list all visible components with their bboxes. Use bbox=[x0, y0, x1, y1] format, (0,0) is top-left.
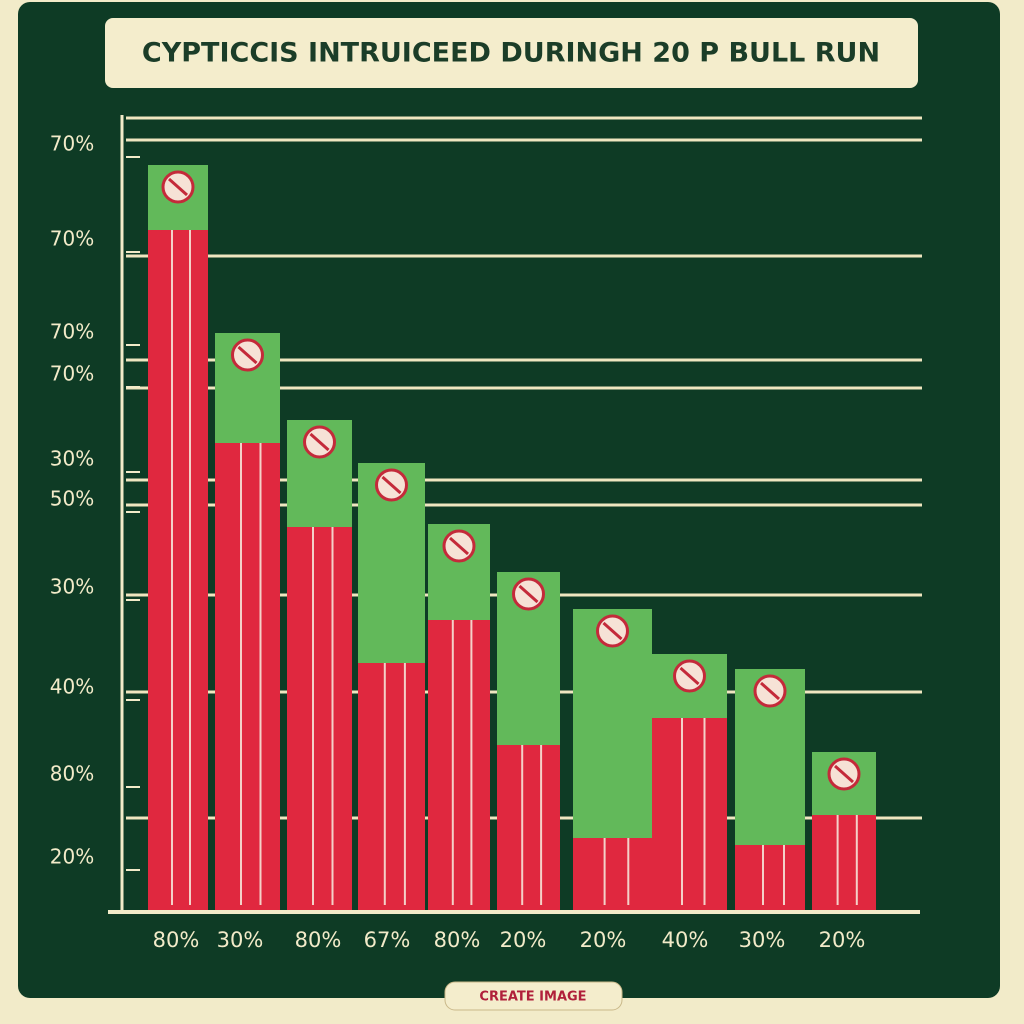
x-label: 20% bbox=[580, 928, 627, 952]
x-label: 80% bbox=[295, 928, 342, 952]
x-label: 30% bbox=[739, 928, 786, 952]
x-label: 40% bbox=[662, 928, 709, 952]
bar-red bbox=[497, 745, 560, 912]
y-label: 70% bbox=[50, 132, 94, 156]
y-label: 50% bbox=[50, 487, 94, 511]
bar-red bbox=[735, 845, 805, 912]
x-label: 20% bbox=[819, 928, 866, 952]
y-label: 40% bbox=[50, 675, 94, 699]
y-label: 20% bbox=[50, 845, 94, 869]
y-label: 70% bbox=[50, 227, 94, 251]
bar-icon-cross bbox=[309, 432, 330, 452]
y-label: 30% bbox=[50, 447, 94, 471]
title-box bbox=[105, 18, 918, 88]
bar-icon-cross bbox=[381, 475, 402, 495]
y-label: 70% bbox=[50, 362, 94, 386]
bar-red bbox=[358, 663, 425, 912]
x-label: 67% bbox=[364, 928, 411, 952]
x-label: 20% bbox=[500, 928, 547, 952]
bar-red bbox=[652, 718, 727, 912]
y-label: 80% bbox=[50, 762, 94, 786]
y-label: 30% bbox=[50, 575, 94, 599]
bar-icon-cross bbox=[760, 681, 780, 701]
bar-icon-cross bbox=[518, 584, 539, 604]
bar-icon-cross bbox=[602, 621, 623, 641]
bar-red bbox=[428, 620, 490, 912]
button-label[interactable]: CREATE IMAGE bbox=[479, 990, 586, 1005]
bar-red bbox=[812, 815, 876, 912]
x-label: 30% bbox=[217, 928, 264, 952]
bar-icon-cross bbox=[449, 536, 469, 556]
bar-red bbox=[287, 527, 352, 912]
x-label: 80% bbox=[153, 928, 200, 952]
bar-icon-cross bbox=[679, 666, 700, 686]
y-label: 70% bbox=[50, 320, 94, 344]
bar-red bbox=[215, 443, 280, 912]
x-label: 80% bbox=[434, 928, 481, 952]
bar-icon-cross bbox=[168, 177, 188, 197]
bar-red bbox=[148, 230, 208, 912]
title: CYPTICCIS INTRUICEED DURINGH 20 P BULL R… bbox=[142, 38, 880, 69]
bars bbox=[148, 165, 876, 912]
create-button[interactable] bbox=[444, 981, 623, 1011]
bar-icon-cross bbox=[237, 345, 258, 365]
bar-red bbox=[573, 838, 652, 912]
bar-icon-cross bbox=[834, 764, 854, 784]
labels: 70% 70% 70% 70% 30% 50% 30% 40% 80% 20% 80% 30% 80% 6… bbox=[50, 132, 866, 953]
